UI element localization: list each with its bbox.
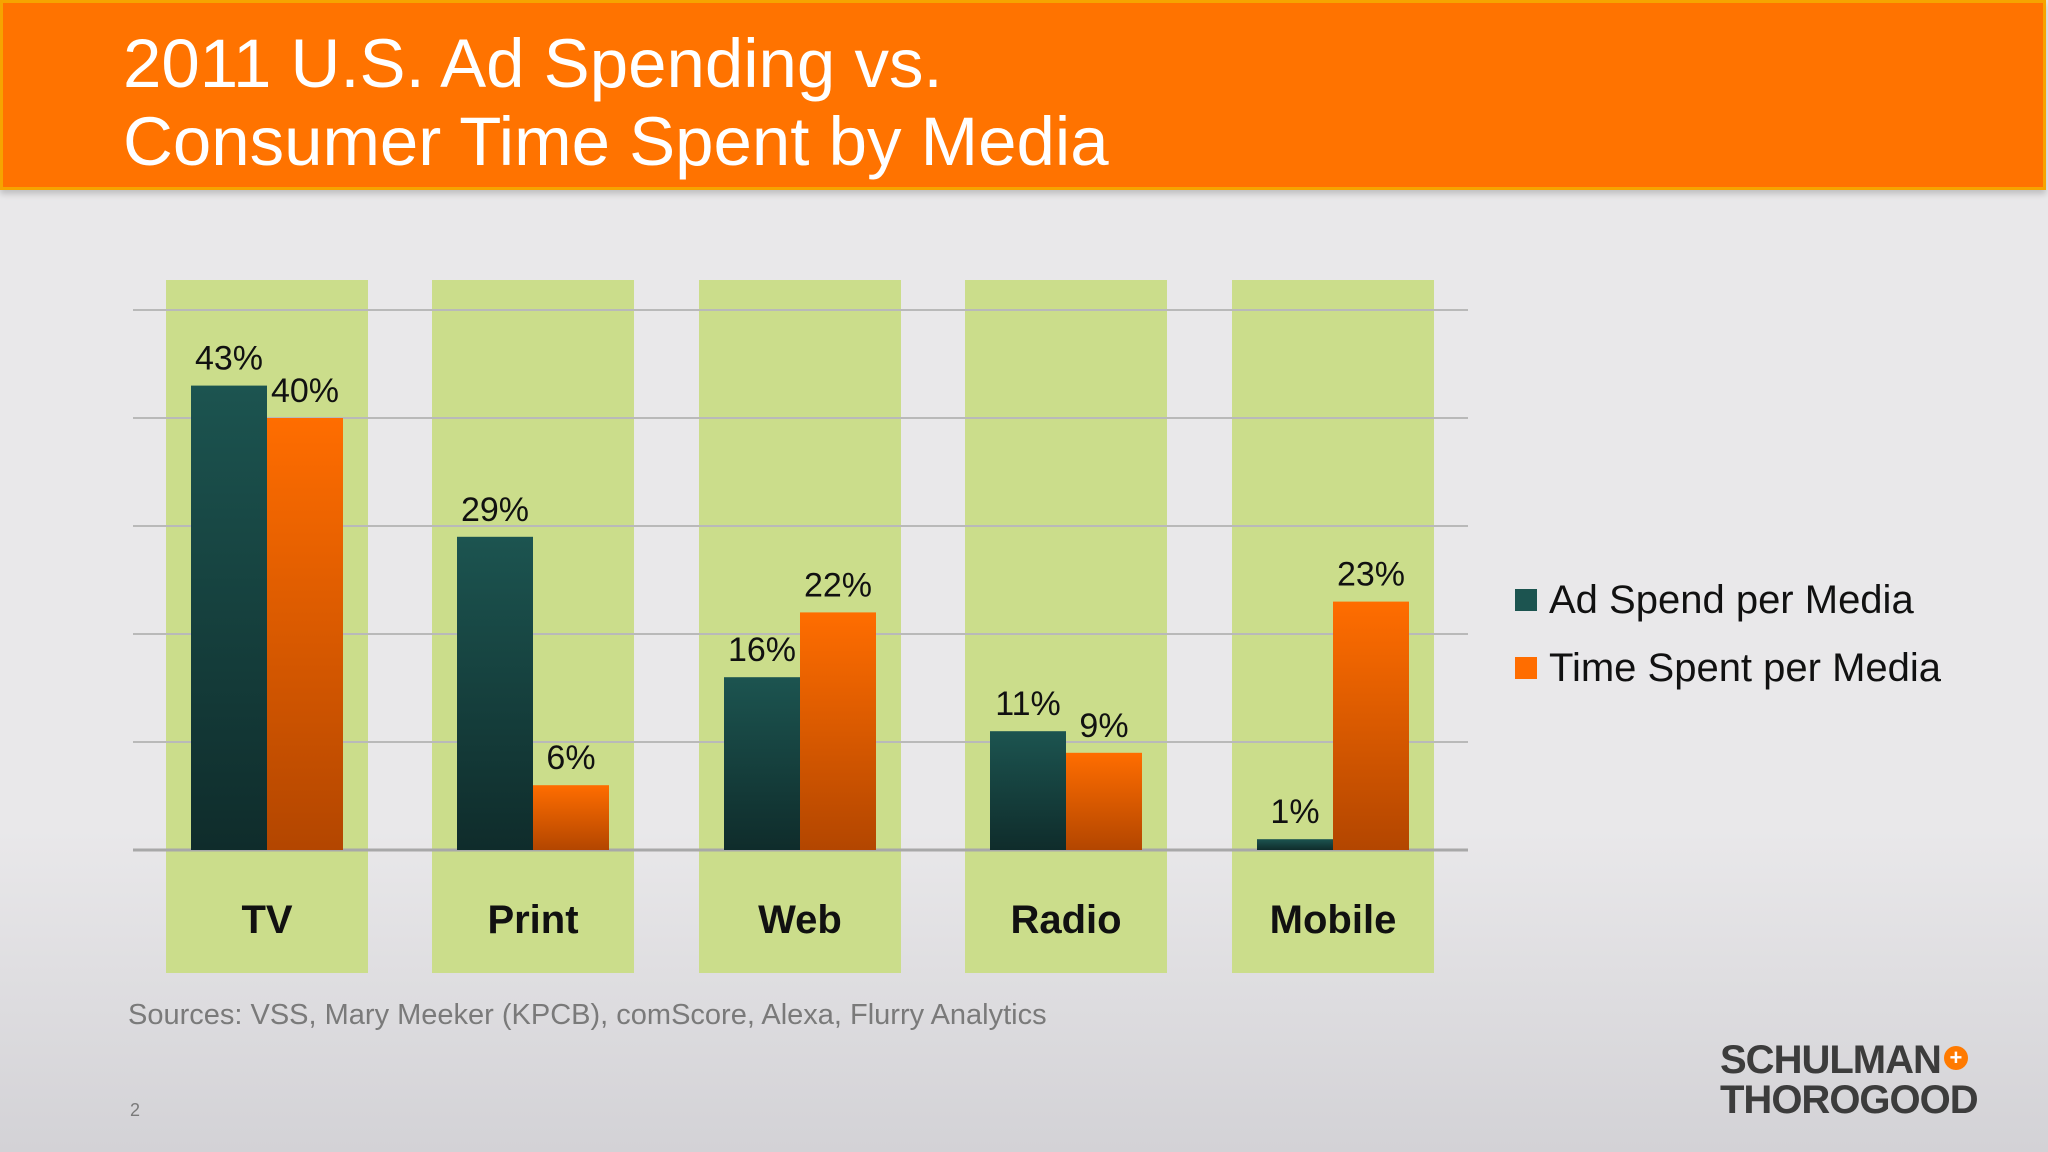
category-tick-label: Radio <box>1010 898 1121 942</box>
value-label-time-spent: 22% <box>804 566 872 604</box>
company-logo: SCHULMAN + THOROGOOD <box>1720 1040 1979 1122</box>
logo-line-2: THOROGOOD <box>1720 1078 1979 1122</box>
value-label-ad-spend: 29% <box>461 491 529 529</box>
legend-swatch-time-spent <box>1515 657 1537 679</box>
legend-item-ad-spend: Ad Spend per Media <box>1515 566 1941 634</box>
bar-time-spent <box>1066 752 1142 850</box>
legend-swatch-ad-spend <box>1515 589 1537 611</box>
value-label-time-spent: 40% <box>271 372 339 410</box>
legend-label-time-spent: Time Spent per Media <box>1549 645 1942 690</box>
bar-ad-spend <box>457 536 533 850</box>
value-label-time-spent: 6% <box>546 739 595 777</box>
logo-line-1: SCHULMAN + <box>1720 1040 1978 1080</box>
legend-label-ad-spend: Ad Spend per Media <box>1549 577 1914 622</box>
page-number: 2 <box>130 1100 141 1120</box>
bar-time-spent <box>533 785 609 850</box>
value-label-ad-spend: 11% <box>995 685 1061 723</box>
category-tick-label: Print <box>487 898 578 942</box>
bar-ad-spend <box>990 731 1066 850</box>
value-label-ad-spend: 1% <box>1270 793 1319 831</box>
bar-time-spent <box>1333 601 1409 850</box>
sources-note: Sources: VSS, Mary Meeker (KPCB), comSco… <box>128 999 1047 1031</box>
category-tick-label: Web <box>758 898 842 942</box>
slide-title: 2011 U.S. Ad Spending vs. Consumer Time … <box>123 25 1109 180</box>
title-banner: 2011 U.S. Ad Spending vs. Consumer Time … <box>0 0 2046 190</box>
value-label-time-spent: 23% <box>1337 556 1405 594</box>
category-tick-label: Mobile <box>1270 898 1397 942</box>
bar-ad-spend <box>1257 839 1333 850</box>
legend-item-time-spent: Time Spent per Media <box>1515 634 1941 702</box>
bar-time-spent <box>800 612 876 850</box>
value-label-ad-spend: 16% <box>728 631 796 669</box>
bar-ad-spend <box>191 385 267 850</box>
value-label-time-spent: 9% <box>1079 707 1128 745</box>
value-label-ad-spend: 43% <box>195 340 263 378</box>
category-tick-label: TV <box>241 898 292 942</box>
bar-time-spent <box>267 418 343 850</box>
bar-ad-spend <box>724 677 800 850</box>
logo-plus-icon: + <box>1943 1046 1968 1070</box>
chart-legend: Ad Spend per Media Time Spent per Media <box>1515 566 1941 702</box>
category-column-bg <box>965 280 1167 973</box>
